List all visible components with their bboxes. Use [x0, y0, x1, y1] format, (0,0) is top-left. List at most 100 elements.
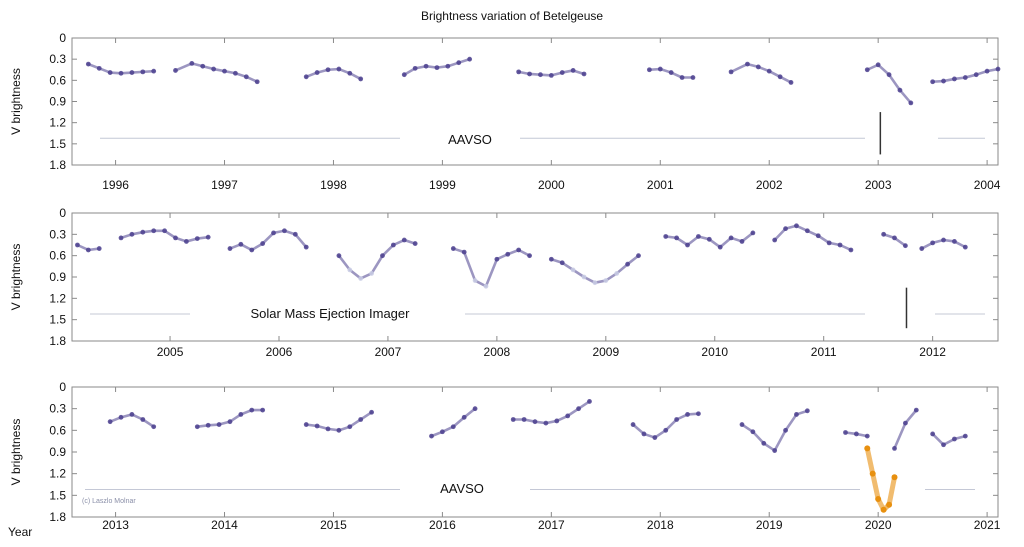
- data-point: [461, 414, 467, 420]
- x-tick-label: 2017: [538, 518, 565, 532]
- x-tick-label: 1999: [429, 178, 456, 192]
- y-tick-label: 0: [59, 31, 66, 45]
- plot-frame: [71, 212, 999, 342]
- data-point: [260, 241, 266, 246]
- data-point: [772, 448, 778, 453]
- panel-1: 0 0.3 0.6 0.9 1.2 1.5 1.8 V brightness 1996 1997 1…: [9, 31, 1001, 192]
- y-tick-label: 0.6: [49, 423, 66, 437]
- y-tick-label: 1.2: [49, 116, 66, 130]
- data-series: [739, 408, 810, 453]
- y-tick-label: 0.3: [49, 227, 66, 241]
- x-tick-label: 2012: [919, 345, 946, 359]
- data-point: [973, 72, 979, 78]
- data-point: [140, 417, 146, 422]
- data-point: [892, 445, 897, 451]
- data-point: [864, 433, 870, 439]
- data-point: [434, 65, 440, 71]
- data-point: [450, 246, 456, 251]
- data-point: [728, 235, 734, 241]
- data-point: [690, 75, 696, 80]
- data-point: [467, 56, 473, 62]
- great-dimming-series: [864, 445, 898, 513]
- data-point: [641, 431, 647, 437]
- data-point: [755, 64, 761, 70]
- data-series: [728, 61, 794, 85]
- x-tick-label: 2007: [375, 345, 402, 359]
- data-series: [173, 61, 260, 85]
- data-point: [783, 226, 788, 232]
- data-point: [930, 431, 936, 437]
- data-point: [151, 68, 157, 74]
- year-corner-label: Year: [8, 525, 32, 539]
- data-point: [494, 256, 500, 262]
- dimming-point: [891, 474, 898, 481]
- data-point: [565, 413, 571, 419]
- data-point: [804, 228, 810, 234]
- data-point: [674, 417, 680, 422]
- data-point: [380, 253, 385, 259]
- data-series: [772, 223, 854, 253]
- x-tick-label: 2014: [211, 518, 238, 532]
- x-tick-label: 1996: [102, 178, 129, 192]
- data-point: [205, 422, 211, 428]
- data-point: [794, 412, 799, 417]
- data-point: [995, 66, 1001, 72]
- data-point: [875, 62, 881, 68]
- data-point: [559, 260, 565, 266]
- data-point: [249, 247, 255, 253]
- data-series: [303, 409, 374, 433]
- data-point: [696, 411, 701, 417]
- data-point: [140, 69, 146, 75]
- data-point: [941, 442, 946, 448]
- data-point: [205, 234, 211, 240]
- y-axis-label: V brightness: [9, 244, 23, 311]
- data-point: [238, 412, 244, 417]
- data-point: [325, 67, 331, 73]
- y-tick-label: 0: [59, 380, 66, 394]
- dimming-point: [880, 506, 887, 513]
- data-point: [521, 417, 527, 422]
- data-point: [587, 399, 592, 404]
- x-tick-label: 2005: [157, 345, 184, 359]
- data-point: [303, 244, 309, 250]
- data-point: [450, 424, 456, 430]
- y-tick-label: 1.8: [49, 510, 66, 524]
- data-point: [401, 237, 407, 243]
- data-series: [881, 231, 908, 249]
- data-point: [369, 409, 374, 415]
- data-point: [336, 66, 342, 72]
- data-point: [843, 430, 848, 435]
- data-point: [706, 236, 712, 242]
- data-point: [260, 407, 266, 413]
- data-point: [510, 417, 516, 422]
- y-tick-label: 1.5: [49, 488, 66, 502]
- data-point: [412, 241, 418, 246]
- data-series: [930, 431, 968, 448]
- data-series: [336, 237, 418, 281]
- data-point: [254, 79, 260, 85]
- data-point: [581, 274, 587, 280]
- data-point: [183, 239, 189, 244]
- data-point: [472, 278, 478, 283]
- data-point: [837, 242, 843, 248]
- data-point: [685, 242, 690, 248]
- data-point: [532, 419, 538, 425]
- x-tick-label: 1997: [211, 178, 238, 192]
- data-point: [603, 278, 609, 283]
- y-tick-label: 0.9: [49, 270, 66, 284]
- data-point: [750, 429, 756, 435]
- data-point: [151, 228, 157, 234]
- series-trace: [931, 432, 967, 447]
- data-series: [75, 242, 102, 253]
- data-point: [233, 70, 238, 76]
- data-point: [249, 407, 255, 413]
- data-point: [668, 70, 674, 75]
- x-tick-label: 2002: [756, 178, 783, 192]
- data-point: [581, 71, 587, 77]
- data-point: [151, 424, 157, 430]
- data-point: [292, 231, 298, 237]
- data-point: [826, 240, 832, 246]
- y-tick-label: 1.5: [49, 313, 66, 327]
- data-point: [646, 67, 652, 73]
- data-point: [347, 267, 353, 273]
